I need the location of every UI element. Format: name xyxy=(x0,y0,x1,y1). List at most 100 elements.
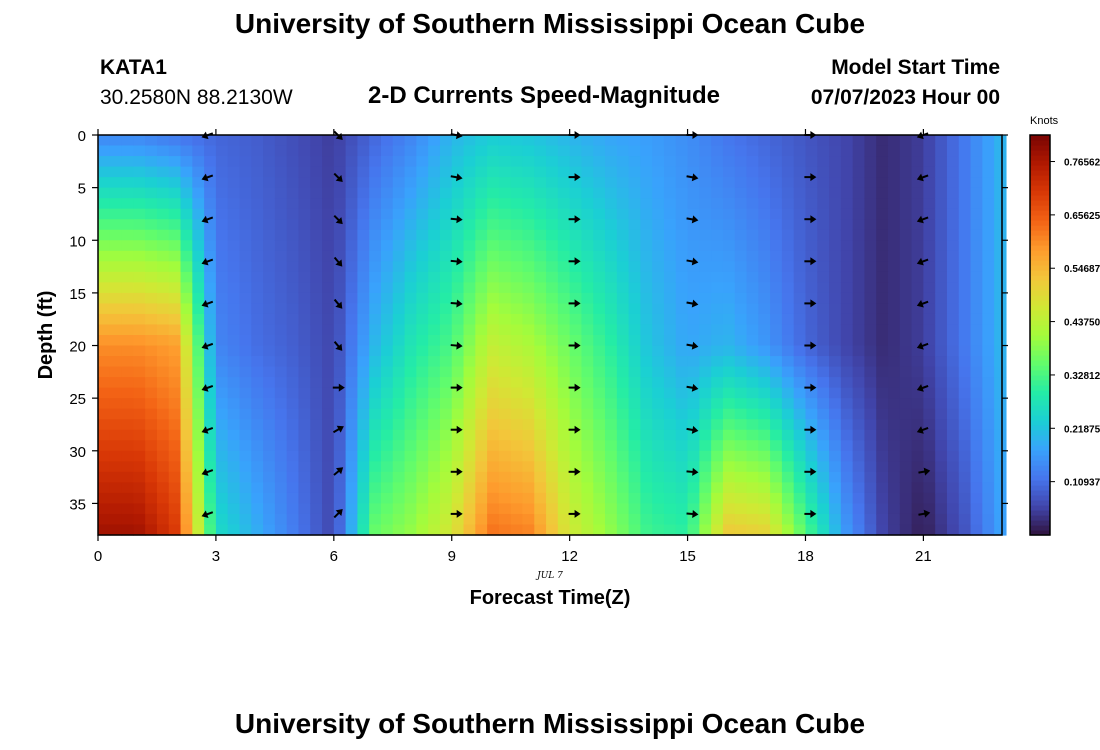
heatmap-cell xyxy=(746,303,759,315)
heatmap-cell xyxy=(416,377,429,389)
heatmap-cell xyxy=(451,482,465,494)
heatmap-cell xyxy=(510,229,524,241)
heatmap-cell xyxy=(935,387,948,399)
heatmap-cell xyxy=(628,240,641,252)
heatmap-cell xyxy=(428,377,441,389)
heatmap-cell xyxy=(333,324,347,336)
heatmap-cell xyxy=(946,313,960,326)
heatmap-cell xyxy=(840,208,854,220)
heatmap-cell xyxy=(876,166,889,178)
heatmap-cell xyxy=(274,429,288,441)
colorbar-segment xyxy=(1030,500,1050,506)
heatmap-cell xyxy=(109,187,123,199)
heatmap-cell xyxy=(439,271,453,283)
heatmap-cell xyxy=(274,145,288,157)
heatmap-cell xyxy=(687,261,700,273)
x-tick-label: 12 xyxy=(561,548,578,565)
heatmap-cell xyxy=(616,303,630,315)
heatmap-cell xyxy=(864,461,877,473)
heatmap-cell xyxy=(711,166,724,178)
heatmap-cell xyxy=(380,261,394,273)
heatmap-cell xyxy=(722,482,736,494)
heatmap-cell xyxy=(817,429,830,441)
heatmap-cell xyxy=(522,387,535,399)
heatmap-cell xyxy=(829,513,842,526)
heatmap-cell xyxy=(605,366,618,378)
heatmap-cell xyxy=(357,461,370,473)
heatmap-cell xyxy=(333,229,347,241)
heatmap-cell xyxy=(569,177,583,189)
heatmap-cell xyxy=(652,450,665,462)
heatmap-cell xyxy=(263,492,276,505)
heatmap-cell xyxy=(392,250,406,262)
heatmap-cell xyxy=(215,271,229,283)
heatmap-cell xyxy=(829,198,842,210)
heatmap-cell xyxy=(369,303,382,315)
heatmap-cell xyxy=(487,482,500,494)
heatmap-cell xyxy=(817,198,830,210)
heatmap-cell xyxy=(852,450,866,462)
heatmap-cell xyxy=(121,524,134,536)
heatmap-cell xyxy=(133,398,146,410)
heatmap-cell xyxy=(911,377,924,389)
heatmap-cell xyxy=(463,240,476,252)
heatmap-cell xyxy=(640,366,653,378)
heatmap-cell xyxy=(605,408,618,420)
heatmap-cell xyxy=(958,187,972,199)
heatmap-cell xyxy=(416,356,429,368)
current-vector xyxy=(333,341,343,351)
heatmap-cell xyxy=(215,429,229,441)
heatmap-cell xyxy=(616,229,630,241)
heatmap-cell xyxy=(557,166,571,178)
heatmap-cell xyxy=(98,503,111,515)
heatmap-cell xyxy=(463,345,476,357)
heatmap-cell xyxy=(640,356,653,368)
heatmap-cell xyxy=(428,387,441,399)
heatmap-cell xyxy=(616,524,630,536)
heatmap-cell xyxy=(852,408,866,420)
heatmap-cell xyxy=(133,324,146,336)
heatmap-cell xyxy=(829,429,842,441)
heatmap-cell xyxy=(310,377,323,389)
heatmap-cell xyxy=(805,513,818,526)
heatmap-cell xyxy=(416,303,429,315)
heatmap-cell xyxy=(805,313,818,326)
heatmap-cell xyxy=(98,324,111,336)
heatmap-cell xyxy=(510,461,524,473)
heatmap-cell xyxy=(215,324,229,336)
heatmap-cell xyxy=(345,177,359,189)
heatmap-cell xyxy=(817,219,830,231)
heatmap-cell xyxy=(699,440,712,452)
heatmap-cell xyxy=(428,471,441,483)
heatmap-cell xyxy=(168,492,182,505)
heatmap-cell xyxy=(970,292,983,305)
heatmap-cell xyxy=(215,387,229,399)
heatmap-cell xyxy=(663,366,677,378)
heatmap-cell xyxy=(640,335,653,347)
current-vector xyxy=(450,173,463,182)
heatmap-cell xyxy=(722,303,736,315)
heatmap-cell xyxy=(546,482,559,494)
heatmap-cell xyxy=(310,219,323,231)
heatmap-cell xyxy=(416,313,429,326)
heatmap-cell xyxy=(958,229,972,241)
heatmap-cell xyxy=(204,135,217,147)
heatmap-cell xyxy=(557,198,571,210)
heatmap-cell xyxy=(663,198,677,210)
heatmap-cell xyxy=(840,229,854,241)
heatmap-cell xyxy=(522,261,535,273)
heatmap-cell xyxy=(263,503,276,515)
heatmap-cell xyxy=(180,408,193,420)
heatmap-cell xyxy=(675,419,689,431)
heatmap-cell xyxy=(888,408,901,420)
heatmap-cell xyxy=(699,387,712,399)
heatmap-cell xyxy=(876,250,889,262)
heatmap-cell xyxy=(156,492,170,505)
heatmap-cell xyxy=(333,398,347,410)
heatmap-cell xyxy=(498,271,512,283)
heatmap-cell xyxy=(487,261,500,273)
heatmap-cell xyxy=(746,503,759,515)
heatmap-cell xyxy=(475,387,488,399)
heatmap-cell xyxy=(605,240,618,252)
